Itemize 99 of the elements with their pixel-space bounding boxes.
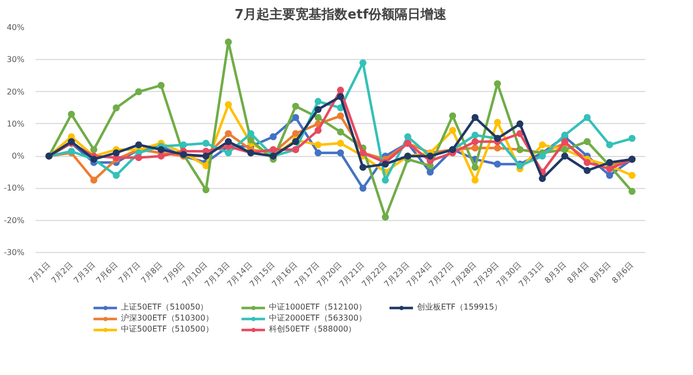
legend-label: 科创50ETF（588000） <box>268 324 358 334</box>
point <box>135 88 142 96</box>
point <box>494 118 501 126</box>
point <box>628 134 636 142</box>
point <box>158 146 165 154</box>
x-tick-label: 8月4日 <box>565 260 590 286</box>
y-tick-label: -30% <box>4 248 25 257</box>
point <box>224 138 232 146</box>
point <box>538 141 546 148</box>
point <box>337 86 344 94</box>
x-tick-label: 7月1日 <box>27 260 52 286</box>
point <box>382 176 389 184</box>
y-tick-label: 30% <box>6 55 25 64</box>
point <box>112 172 120 179</box>
x-tick-label: 7月7日 <box>116 260 142 286</box>
point <box>202 186 210 194</box>
point <box>584 159 591 166</box>
point <box>494 144 501 152</box>
point <box>359 184 366 192</box>
point <box>270 133 277 140</box>
y-tick-label: -10% <box>4 184 25 193</box>
point <box>516 120 524 128</box>
point <box>314 141 322 148</box>
point <box>606 172 614 179</box>
point <box>224 38 232 46</box>
point <box>314 126 322 134</box>
point <box>359 164 366 171</box>
point <box>538 152 546 160</box>
point <box>314 98 322 105</box>
point <box>337 93 344 100</box>
point <box>292 114 300 121</box>
point <box>314 149 322 156</box>
point <box>538 175 546 182</box>
point <box>337 128 344 136</box>
point <box>449 112 456 120</box>
point <box>135 154 142 162</box>
point <box>472 132 479 139</box>
point <box>337 140 344 147</box>
point <box>158 152 165 160</box>
point <box>584 114 591 121</box>
legend-label: 中证1000ETF（512100） <box>268 302 368 312</box>
point <box>247 130 254 138</box>
point <box>180 141 188 148</box>
x-tick-label: 8月5日 <box>588 260 613 286</box>
legend-label: 上证50ETF（510050） <box>120 302 210 312</box>
point <box>584 138 591 146</box>
point <box>472 164 479 171</box>
point <box>90 176 98 184</box>
point <box>426 168 434 176</box>
x-tick-label: 7月3日 <box>72 260 97 286</box>
point <box>606 141 614 148</box>
point <box>292 130 300 138</box>
legend-label: 沪深300ETF（510300） <box>120 312 214 324</box>
point <box>494 80 501 88</box>
point <box>359 59 366 66</box>
point <box>68 110 75 118</box>
legend-label: 创业板ETF（159915） <box>416 302 504 312</box>
x-tick-label: 8月6日 <box>610 260 636 286</box>
y-tick-label: -20% <box>4 216 25 225</box>
point <box>404 133 412 140</box>
legend-label: 中证2000ETF（563300） <box>268 312 368 324</box>
x-tick-label: 7月8日 <box>139 260 164 286</box>
point <box>472 176 479 184</box>
point <box>449 126 456 134</box>
point <box>314 114 322 121</box>
point <box>224 130 232 138</box>
y-tick-label: 40% <box>6 23 25 32</box>
point <box>494 160 501 168</box>
point <box>516 130 524 138</box>
y-tick-label: 0% <box>12 152 25 161</box>
point <box>628 188 636 195</box>
x-tick-label: 7月6日 <box>94 260 120 286</box>
point <box>158 82 165 89</box>
point <box>472 144 479 152</box>
y-tick-label: 20% <box>6 87 25 96</box>
point <box>270 146 277 154</box>
point <box>628 172 636 179</box>
x-tick-label: 8月3日 <box>543 260 568 286</box>
y-tick-label: 10% <box>6 119 25 128</box>
chart-title: 7月起主要宽基指数etf份额隔日增速 <box>234 6 448 22</box>
point <box>337 112 344 120</box>
point <box>382 214 389 221</box>
legend-label: 中证500ETF（510500） <box>120 324 214 334</box>
point <box>314 106 322 113</box>
point <box>224 149 232 156</box>
point <box>224 101 232 108</box>
point <box>135 141 142 148</box>
point <box>112 104 120 112</box>
x-tick-label: 7月2日 <box>50 260 75 286</box>
point <box>90 146 98 154</box>
point <box>292 102 300 110</box>
point <box>247 136 254 144</box>
point <box>561 152 568 160</box>
point <box>472 138 479 146</box>
point <box>472 114 479 121</box>
point <box>584 167 591 174</box>
point <box>112 149 120 156</box>
point <box>202 140 210 147</box>
point <box>337 149 344 156</box>
